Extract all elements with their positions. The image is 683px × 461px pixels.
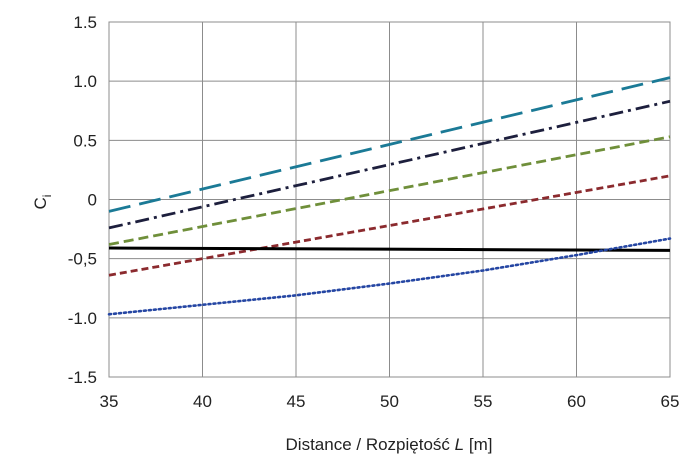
y-axis-title-subscript: i xyxy=(40,195,54,198)
y-axis-title: Ci xyxy=(31,195,54,210)
x-tick-label: 60 xyxy=(567,392,586,411)
x-tick-label: 45 xyxy=(287,392,306,411)
x-axis-title-unit: [m] xyxy=(464,435,492,454)
x-tick-label: 50 xyxy=(380,392,399,411)
y-tick-label: 0 xyxy=(88,191,97,210)
y-tick-label: -1.5 xyxy=(68,368,97,387)
series-line-5 xyxy=(108,246,671,252)
y-tick-label: 0.5 xyxy=(73,131,97,150)
series-line-2 xyxy=(108,99,671,230)
x-tick-label: 65 xyxy=(661,392,680,411)
y-axis-title-symbol: C xyxy=(31,197,50,209)
y-tick-labels: 1.5 1.0 0.5 0 -0,5 -1.0 -1.5 xyxy=(68,13,97,387)
series-line-6 xyxy=(107,237,672,316)
plot-frame xyxy=(108,21,671,378)
y-tick-label: 1.5 xyxy=(73,13,97,32)
y-tick-label: -0,5 xyxy=(68,250,97,269)
x-tick-label: 40 xyxy=(193,392,212,411)
x-tick-labels: 35 40 45 50 55 60 65 xyxy=(100,392,680,411)
series-line-4 xyxy=(108,174,671,277)
grid xyxy=(108,21,671,378)
x-tick-label: 35 xyxy=(100,392,119,411)
x-axis-title-text: Distance / Rozpiętość xyxy=(286,435,455,454)
x-tick-label: 55 xyxy=(474,392,493,411)
x-axis-title: Distance / Rozpiętość L [m] xyxy=(286,435,493,454)
series-line-3 xyxy=(108,135,671,246)
y-tick-label: 1.0 xyxy=(73,72,97,91)
y-tick-label: -1.0 xyxy=(68,309,97,328)
x-axis-title-symbol: L xyxy=(455,435,464,454)
series-group xyxy=(107,76,672,316)
series-line-1 xyxy=(108,76,671,213)
